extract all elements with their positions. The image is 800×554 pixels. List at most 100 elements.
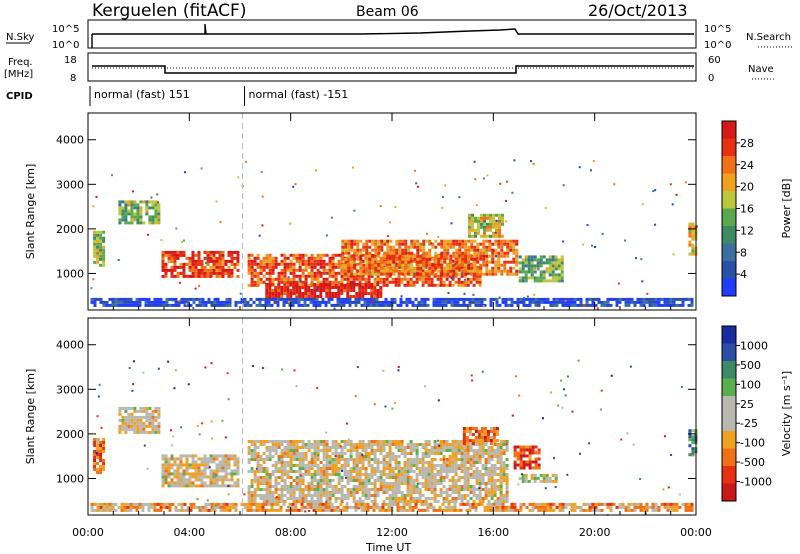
data-cell [382,479,386,482]
data-cell [533,476,537,480]
data-cell [499,476,503,479]
data-cell [410,266,414,270]
data-cell [285,508,289,512]
data-cell [403,464,407,467]
data-cell [324,505,328,509]
data-cell [304,488,308,491]
data-cell [259,259,263,263]
data-cell [489,297,493,301]
data-cell [195,303,199,307]
data-cell [191,466,195,470]
data-cell [364,488,368,491]
data-cell [427,461,431,464]
data-cell [265,446,269,449]
data-cell [424,461,428,464]
data-cell [139,415,143,419]
data-cell [399,303,403,307]
data-cell [322,473,326,476]
data-cell [497,254,501,258]
data-cell [434,272,438,276]
data-cell [294,502,298,506]
data-cell [501,213,504,217]
data-cell [379,256,383,260]
data-cell [475,256,479,260]
data-cell [379,461,383,464]
data-cell [343,446,347,449]
data-cell [271,446,275,449]
data-cell [416,263,420,267]
data-cell [505,488,509,491]
data-cell [382,262,386,266]
data-cell [393,502,397,506]
data-cell [310,452,314,455]
data-cell [157,221,161,225]
data-cell [350,242,354,246]
data-cell [391,473,395,476]
data-cell [533,255,537,259]
data-cell [295,458,299,461]
data-cell [271,491,275,494]
data-cell [253,488,257,491]
data-cell [319,497,323,500]
data-cell [361,464,365,467]
data-cell [384,508,388,512]
data-cell [663,303,667,307]
data-cell [435,300,439,304]
data-cell [346,491,350,494]
data-cell [409,440,413,443]
data-cell [444,297,448,301]
noise-point [498,296,501,299]
data-cell [388,473,392,476]
data-cell [203,463,207,467]
data-cell [531,508,535,512]
data-cell [253,259,257,263]
data-cell [215,256,219,260]
data-cell [256,494,260,497]
data-cell [554,267,558,271]
data-cell [525,505,529,509]
data-cell [585,303,589,307]
data-cell [606,303,610,307]
data-cell [93,450,97,453]
data-cell [126,297,130,301]
data-cell [124,430,128,434]
data-cell [219,502,223,506]
data-cell [276,303,280,307]
data-cell [340,500,344,503]
data-cell [439,277,443,281]
noise-point [389,221,391,224]
data-cell [206,274,210,278]
data-cell [367,446,371,449]
data-cell [397,470,401,473]
data-cell [394,485,398,488]
data-cell [132,505,136,509]
data-cell [325,295,329,298]
data-cell [280,470,284,473]
data-cell [476,245,480,249]
data-cell [153,502,157,506]
data-cell [548,279,552,283]
data-cell [345,297,349,301]
data-cell [690,508,694,512]
data-cell [325,485,329,488]
data-cell [218,274,222,278]
data-cell [533,258,537,262]
data-cell [316,446,320,449]
data-cell [316,500,320,503]
data-cell [570,303,574,307]
data-cell [430,446,434,449]
data-cell [102,236,106,240]
data-cell [410,272,414,276]
data-cell [157,427,161,431]
data-cell [250,467,254,470]
data-cell [449,245,453,249]
data-cell [111,502,115,506]
data-cell [324,300,328,304]
data-cell [487,473,491,476]
data-cell [295,259,299,263]
data-cell [337,455,341,458]
data-cell [561,300,565,304]
data-cell [161,472,165,476]
data-cell [271,259,275,263]
data-cell [364,485,368,488]
